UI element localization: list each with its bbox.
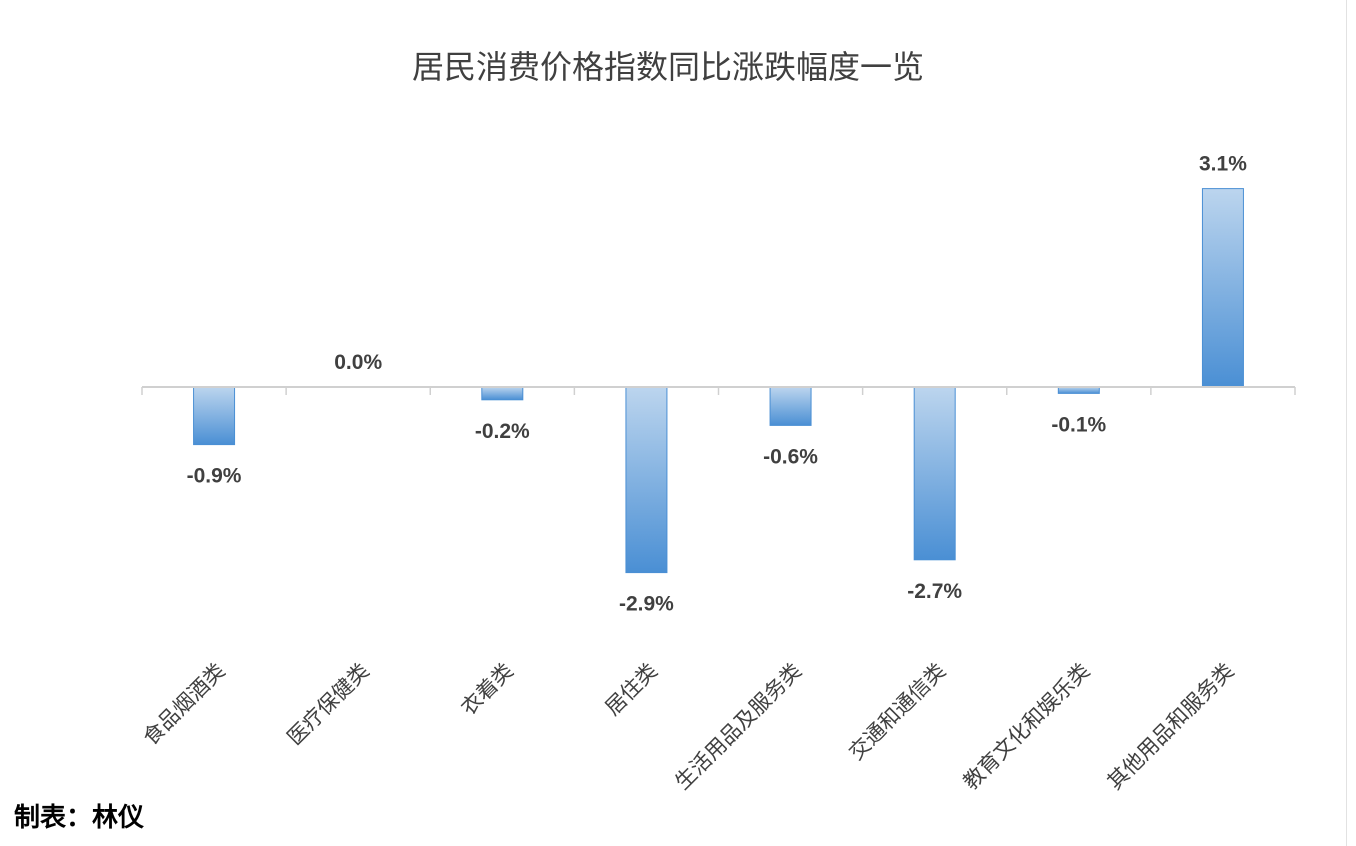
data-label: -2.7% (907, 580, 962, 603)
chart-credit: 制表：林仪 (14, 803, 145, 833)
bar (193, 386, 236, 446)
bar (1201, 188, 1244, 388)
data-label: -0.6% (763, 445, 818, 468)
bar (481, 386, 524, 401)
data-label: -0.9% (187, 465, 242, 488)
data-label: -0.2% (475, 420, 530, 443)
category-label: 生活用品及服务类 (670, 659, 806, 795)
chart-title: 居民消费价格指数同比涨跌幅度一览 (412, 48, 924, 86)
data-label: -0.1% (1051, 413, 1106, 436)
category-label: 交通和通信类 (844, 659, 950, 765)
data-label: 3.1% (1199, 153, 1247, 176)
right-divider (1346, 0, 1347, 846)
category-label: 食品烟酒类 (138, 659, 229, 750)
bar (625, 386, 668, 574)
x-axis-ticks (141, 387, 1296, 395)
data-label: 0.0% (334, 351, 382, 374)
data-label: -2.9% (619, 593, 674, 616)
category-label: 其他用品和服务类 (1103, 659, 1239, 795)
category-label: 医疗保健类 (283, 659, 374, 750)
bars-group (193, 188, 1244, 574)
bar (913, 386, 956, 561)
category-label: 教育文化和娱乐类 (959, 659, 1095, 795)
data-labels-group: -0.9% 0.0% -0.2% -2.9% -0.6% -2.7% -0.1% 3.1% (187, 153, 1248, 616)
bar (769, 386, 812, 426)
category-label: 居住类 (600, 659, 662, 721)
category-label: 衣着类 (456, 659, 518, 721)
category-labels-group: 食品烟酒类 医疗保健类 衣着类 居住类 生活用品及服务类 交通和通信类 教育文化和娱乐类 其他… (138, 659, 1238, 795)
